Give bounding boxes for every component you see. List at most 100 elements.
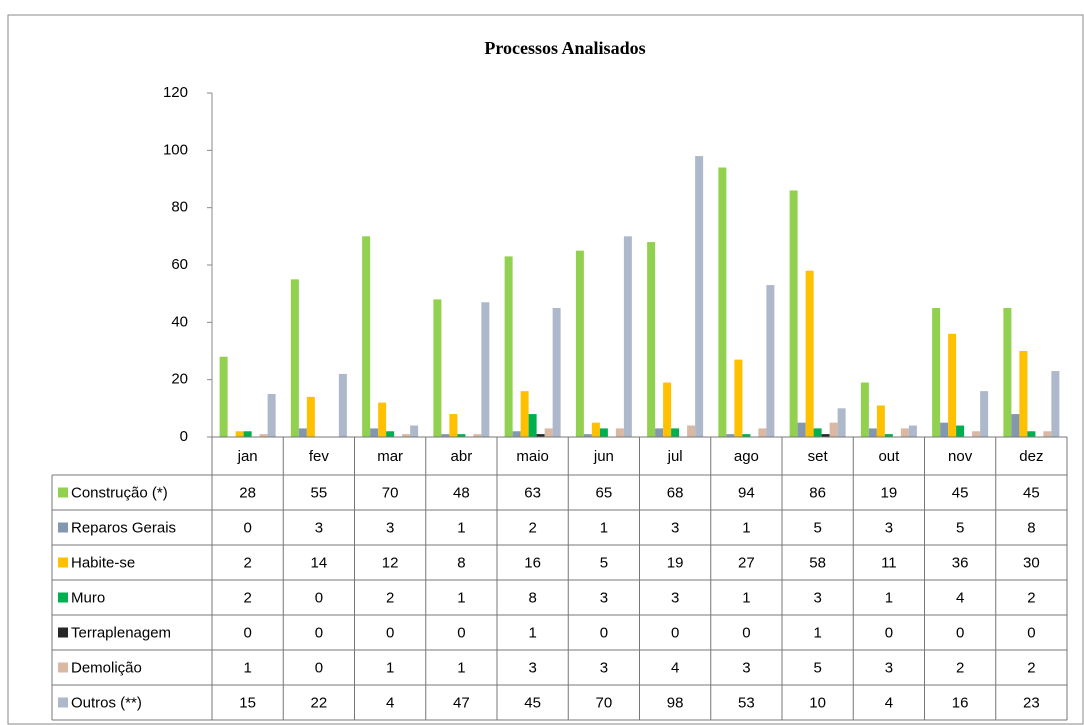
table-cell: 55 [311,484,328,501]
table-cell: 30 [1023,554,1040,571]
bar [956,425,965,437]
x-tick-label: ago [734,448,759,465]
bar [972,431,981,437]
bar [805,270,814,437]
table-cell: 19 [667,554,684,571]
x-tick-label: dez [1019,448,1043,465]
table-cell: 2 [956,659,964,676]
bar [980,391,989,437]
bar [829,422,838,437]
table-cell: 45 [1023,484,1040,501]
bar [932,308,941,437]
bar [575,250,584,437]
legend-swatch [58,662,68,673]
x-tick-label: out [878,448,900,465]
table-cell: 1 [600,519,608,536]
table-cell: 0 [600,624,608,641]
bar [441,434,450,437]
table-cell: 0 [457,624,465,641]
bar [687,425,696,437]
table-cell: 28 [239,484,256,501]
table-cell: 3 [813,589,821,606]
bar [481,302,490,437]
table-cell: 1 [813,624,821,641]
legend-label: Demolição [71,659,142,676]
legend-label: Habite-se [71,554,135,571]
table-cell: 3 [885,519,893,536]
bar [267,394,276,437]
bar [290,279,299,437]
table-cell: 2 [386,589,394,606]
bar [599,428,608,437]
table-cell: 1 [243,659,251,676]
table-cell: 45 [524,694,541,711]
bar [544,428,553,437]
bar [552,308,561,437]
table-cell: 58 [809,554,826,571]
table-cell: 8 [528,589,536,606]
table-cell: 4 [386,694,394,711]
table-cell: 22 [311,694,328,711]
table-cell: 45 [952,484,969,501]
table-cell: 3 [528,659,536,676]
table-cell: 5 [813,519,821,536]
bar [433,299,442,437]
bar [948,333,957,437]
y-tick-label: 40 [171,313,188,330]
table-cell: 0 [243,624,251,641]
bar [591,422,600,437]
bar [528,414,537,437]
bar [734,359,743,437]
bar [876,405,885,437]
bar [1003,308,1012,437]
bar [1051,371,1060,437]
legend-swatch [58,487,68,498]
y-tick-label: 0 [180,428,188,445]
table-cell: 19 [881,484,898,501]
bar [695,156,704,438]
table-cell: 1 [885,589,893,606]
bar [726,434,735,437]
x-tick-label: abr [451,448,473,465]
table-cell: 0 [315,589,323,606]
table-cell: 3 [600,589,608,606]
table-cell: 94 [738,484,755,501]
bar [821,434,830,437]
table-cell: 1 [528,624,536,641]
table-cell: 14 [311,554,328,571]
bar [306,396,315,437]
bar [647,242,656,437]
table-cell: 3 [315,519,323,536]
legend-swatch [58,557,68,568]
bar [655,428,664,437]
table-cell: 4 [671,659,679,676]
bar [663,382,672,437]
bar [1011,414,1020,437]
table-cell: 70 [382,484,399,501]
table-cell: 1 [457,519,465,536]
bar [583,434,592,437]
bar [789,190,798,437]
bar [908,425,917,437]
table-cell: 48 [453,484,470,501]
y-tick-label: 20 [171,371,188,388]
bar [1027,431,1036,437]
bar [1019,351,1028,437]
bar [338,373,347,437]
table-cell: 11 [881,554,897,571]
bar [623,236,632,437]
table-cell: 65 [596,484,613,501]
bar [536,434,545,437]
table-cell: 86 [809,484,826,501]
bar [758,428,767,437]
table-cell: 2 [1027,589,1035,606]
bar [243,431,252,437]
table-cell: 8 [457,554,465,571]
table-cell: 0 [885,624,893,641]
y-tick-label: 60 [171,256,188,273]
table-cell: 3 [885,659,893,676]
chart-title: Processos Analisados [484,38,645,58]
legend-swatch [58,522,68,533]
